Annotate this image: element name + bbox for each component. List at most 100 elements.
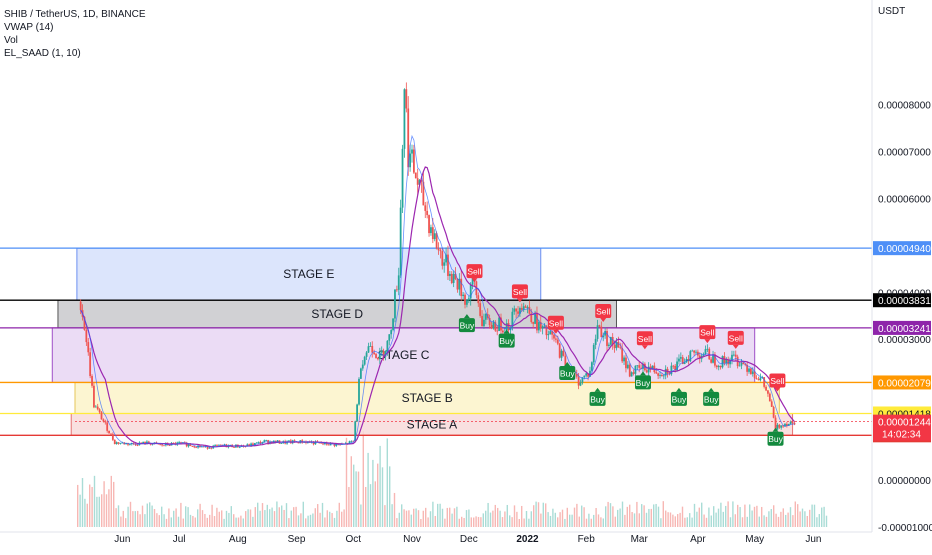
indicator-legend[interactable]: EL_SAAD (1, 10) bbox=[4, 48, 81, 59]
buy-signal[interactable]: Buy bbox=[589, 387, 606, 406]
candle-body bbox=[581, 377, 584, 383]
candle-body bbox=[102, 419, 105, 422]
volume-bar bbox=[734, 514, 736, 527]
volume-bar bbox=[252, 516, 254, 527]
volume-bar bbox=[717, 508, 720, 527]
sell-signal[interactable]: Sell bbox=[511, 284, 528, 303]
level-label-bg bbox=[873, 241, 931, 256]
signal-label: Buy bbox=[704, 394, 719, 404]
candle-body bbox=[642, 363, 644, 369]
level-label-bg bbox=[873, 293, 931, 308]
candle-body bbox=[683, 362, 686, 364]
candle-body bbox=[628, 364, 631, 377]
candle-body bbox=[757, 379, 760, 381]
volume-bar bbox=[230, 506, 232, 527]
sell-signal[interactable]: Sell bbox=[547, 315, 564, 334]
volume-bar bbox=[504, 511, 506, 527]
buy-signal[interactable]: Buy bbox=[634, 371, 651, 390]
signal-label: Buy bbox=[460, 321, 475, 331]
buy-signal[interactable]: Buy bbox=[670, 387, 687, 406]
volume-bar bbox=[480, 517, 482, 527]
volume-bar bbox=[482, 513, 484, 527]
candle-body bbox=[513, 308, 516, 312]
volume-bar bbox=[305, 518, 307, 527]
candle-body bbox=[714, 354, 716, 366]
candle-body bbox=[356, 404, 359, 422]
volume-bar bbox=[374, 481, 376, 527]
x-tick-label: Aug bbox=[229, 534, 247, 545]
volume-bar bbox=[161, 506, 163, 527]
candle-body bbox=[732, 354, 735, 356]
chart-legend: SHIB / TetherUS, 1D, BINANCE VWAP (14) V… bbox=[4, 8, 146, 60]
volume-bar bbox=[89, 484, 91, 527]
volume-bar bbox=[756, 505, 758, 527]
volume-bar bbox=[384, 505, 386, 527]
volume-bar bbox=[153, 509, 156, 527]
signal-pointer bbox=[463, 314, 470, 319]
candle-body bbox=[104, 421, 107, 423]
x-tick-label: Nov bbox=[403, 534, 421, 545]
candle-body bbox=[785, 423, 788, 426]
volume-bar bbox=[561, 509, 564, 527]
volume-bar bbox=[429, 511, 432, 527]
volume-bar bbox=[768, 511, 770, 527]
buy-signal[interactable]: Buy bbox=[498, 329, 515, 348]
candle-body bbox=[740, 362, 743, 366]
candle-body bbox=[293, 440, 296, 442]
candle-body bbox=[664, 368, 667, 376]
candle-body bbox=[753, 371, 756, 379]
vwap-legend[interactable]: VWAP (14) bbox=[4, 22, 54, 33]
candle-body bbox=[632, 372, 635, 374]
volume-bar bbox=[156, 513, 158, 527]
level-label: 0.00002079 bbox=[878, 378, 931, 389]
volume-bar bbox=[432, 501, 434, 527]
sell-signal[interactable]: Sell bbox=[636, 331, 653, 350]
volume-bar bbox=[427, 517, 429, 527]
signal-label: Buy bbox=[560, 369, 575, 379]
volume-bar bbox=[77, 484, 79, 527]
volume-bar bbox=[679, 512, 681, 527]
buy-signal[interactable]: Buy bbox=[703, 387, 719, 406]
sell-signal[interactable]: Sell bbox=[699, 325, 716, 344]
volume-bar bbox=[302, 501, 304, 527]
volume-bar bbox=[581, 505, 583, 527]
sell-signal[interactable]: Sell bbox=[466, 264, 483, 283]
volume-bar bbox=[381, 467, 384, 527]
sell-signal[interactable]: Sell bbox=[727, 330, 744, 349]
candle-body bbox=[106, 422, 109, 431]
candle-body bbox=[695, 351, 697, 353]
price-axis[interactable]: 0.00004940 0.00003831 0.00003241 0.00002079… bbox=[871, 0, 932, 550]
signal-markers[interactable]: Sell Sell Sell Sell Sell Sell Sell Sell Buy Buy Bu… bbox=[458, 264, 786, 446]
volume-legend[interactable]: Vol bbox=[4, 35, 18, 46]
sell-signal[interactable]: Sell bbox=[595, 304, 612, 323]
candle-body bbox=[447, 254, 449, 276]
volume-bar bbox=[91, 486, 93, 527]
volume-bar bbox=[463, 517, 465, 527]
volume-bar bbox=[137, 510, 139, 527]
candle-body bbox=[655, 372, 658, 374]
candle-body bbox=[615, 341, 618, 349]
volume-bar bbox=[597, 514, 600, 527]
sell-signal[interactable]: Sell bbox=[769, 373, 786, 392]
symbol-title[interactable]: SHIB / TetherUS, 1D, BINANCE bbox=[4, 9, 146, 20]
candle-body bbox=[413, 149, 415, 173]
volume-bar bbox=[96, 496, 98, 527]
buy-signal[interactable]: Buy bbox=[559, 362, 575, 381]
volume-bar bbox=[333, 517, 336, 527]
volume-bar bbox=[794, 501, 796, 527]
candle-body bbox=[259, 441, 262, 444]
volume-bar bbox=[465, 510, 468, 527]
time-axis[interactable]: Jun Jul Aug Sep Oct Nov Dec 2022 Feb Mar Apr May Jun bbox=[0, 531, 872, 545]
candle-body bbox=[691, 350, 694, 352]
candle-body bbox=[545, 325, 548, 336]
candle-body bbox=[678, 358, 680, 362]
buy-signal[interactable]: Buy bbox=[767, 427, 784, 446]
candle-body bbox=[450, 273, 453, 283]
stage-label: STAGE D bbox=[311, 307, 363, 321]
signal-badge bbox=[547, 315, 564, 330]
volume-bar bbox=[528, 518, 530, 527]
buy-signal[interactable]: Buy bbox=[458, 314, 475, 333]
volume-bar bbox=[722, 511, 724, 527]
